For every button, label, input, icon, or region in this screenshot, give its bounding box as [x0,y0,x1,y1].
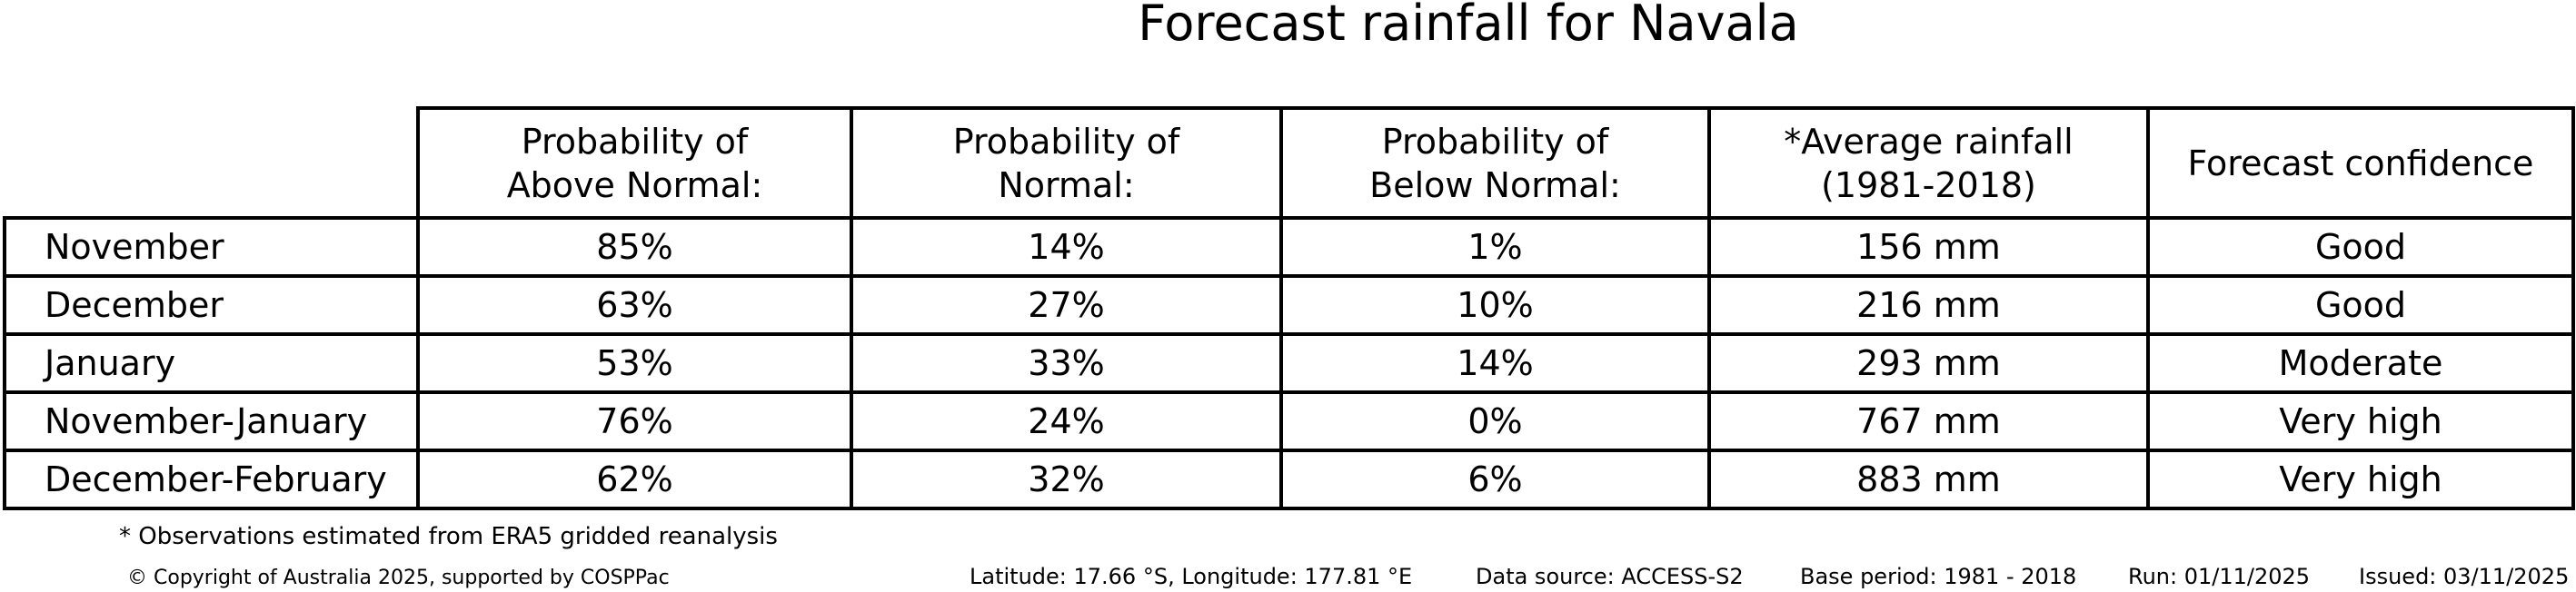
forecast-table: Probability of Above Normal: Probability… [3,106,2575,510]
november-confidence: Good [2146,216,2575,278]
november-january-prob-below: 0% [1279,390,1711,452]
footer-latitude-longitude: Latitude: 17.66 °S, Longitude: 177.81 °E [970,564,1413,589]
table-row-december: December 63% 27% 10% 216 mm Good [3,274,2575,336]
december-february-confidence: Very high [2146,449,2575,510]
header-prob-below-normal: Probability of Below Normal: [1279,106,1711,220]
december-february-prob-normal: 32% [850,449,1283,510]
header-prob-above-normal: Probability of Above Normal: [416,106,853,220]
november-january-prob-above: 76% [416,390,853,452]
row-label-january: January [3,332,420,394]
november-prob-normal: 14% [850,216,1283,278]
row-label-november: November [3,216,420,278]
header-row: Probability of Above Normal: Probability… [5,106,2575,220]
footer-base-period: Base period: 1981 - 2018 [1800,564,2077,589]
header-prob-normal: Probability of Normal: [850,106,1283,220]
header-average-rainfall: *Average rainfall (1981-2018) [1707,106,2150,220]
january-prob-above: 53% [416,332,853,394]
november-january-avg-rainfall: 767 mm [1707,390,2150,452]
page-title: Forecast rainfall for Navala [1138,0,1799,52]
january-confidence: Moderate [2146,332,2575,394]
november-january-confidence: Very high [2146,390,2575,452]
january-prob-below: 14% [1279,332,1711,394]
table-row-december-february: December-February 62% 32% 6% 883 mm Very… [3,449,2575,510]
december-prob-above: 63% [416,274,853,336]
header-spacer [5,108,418,218]
row-label-december: December [3,274,420,336]
footnote: * Observations estimated from ERA5 gridd… [119,523,778,550]
row-label-november-january: November-January [3,390,420,452]
december-february-prob-below: 6% [1279,449,1711,510]
footer-issued-date: Issued: 03/11/2025 [2359,564,2570,589]
table-row-january: January 53% 33% 14% 293 mm Moderate [3,332,2575,394]
january-avg-rainfall: 293 mm [1707,332,2150,394]
row-label-december-february: December-February [3,449,420,510]
table-row-november: November 85% 14% 1% 156 mm Good [3,216,2575,278]
november-prob-above: 85% [416,216,853,278]
november-avg-rainfall: 156 mm [1707,216,2150,278]
december-prob-normal: 27% [850,274,1283,336]
november-prob-below: 1% [1279,216,1711,278]
december-avg-rainfall: 216 mm [1707,274,2150,336]
footer-run-date: Run: 01/11/2025 [2128,564,2311,589]
header-forecast-confidence: Forecast confidence [2146,106,2575,220]
december-february-prob-above: 62% [416,449,853,510]
footer-data-source: Data source: ACCESS-S2 [1476,564,1744,589]
december-confidence: Good [2146,274,2575,336]
december-february-avg-rainfall: 883 mm [1707,449,2150,510]
december-prob-below: 10% [1279,274,1711,336]
copyright-text: © Copyright of Australia 2025, supported… [127,567,670,589]
january-prob-normal: 33% [850,332,1283,394]
november-january-prob-normal: 24% [850,390,1283,452]
table-row-november-january: November-January 76% 24% 0% 767 mm Very … [3,390,2575,452]
